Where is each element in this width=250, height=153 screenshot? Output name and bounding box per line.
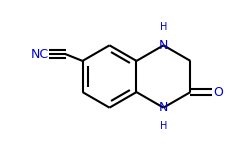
Text: H: H [159, 22, 166, 32]
Text: N: N [158, 39, 168, 52]
Text: O: O [212, 86, 222, 99]
Text: H: H [159, 121, 166, 131]
Text: N: N [158, 101, 168, 114]
Text: NC: NC [30, 48, 48, 61]
